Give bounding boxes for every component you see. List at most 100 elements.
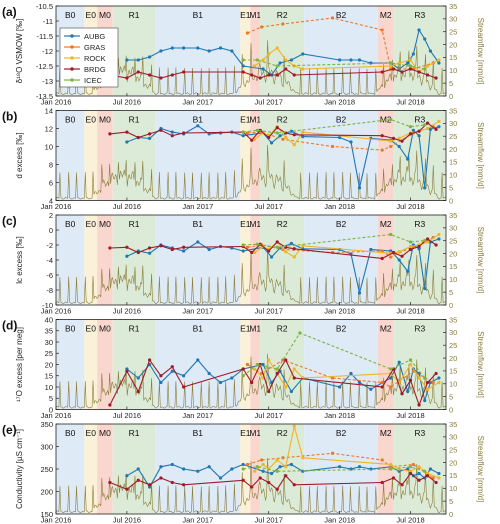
data-point-ROCK: [397, 250, 401, 254]
data-point-AUBG: [196, 46, 200, 50]
x-tick-label: Jul 2016: [113, 411, 141, 420]
data-point-AUBG: [289, 129, 294, 133]
y2-tick-label: 15: [449, 262, 457, 271]
data-point-AUBG: [170, 130, 174, 134]
data-point-ICEC: [275, 367, 279, 371]
data-point-AUBG: [417, 471, 421, 476]
x-tick-label: Jan 2017: [182, 516, 213, 524]
series-line-ICEC: [243, 59, 425, 70]
y2-tick-label: 35: [449, 420, 457, 429]
period-band-E1: [240, 319, 251, 410]
data-point-BRDG: [258, 476, 262, 480]
period-band-E0: [84, 215, 98, 305]
y2-tick-label: 5: [449, 497, 453, 506]
y-tick-label: -12.5: [36, 62, 53, 71]
data-point-ROCK: [437, 380, 441, 385]
y2-tick-label: 20: [449, 354, 457, 363]
y2-tick-label: 30: [449, 224, 457, 233]
data-point-AUBG: [159, 465, 163, 469]
period-band-B0: [56, 424, 85, 514]
y2-tick-label: 0: [449, 510, 453, 519]
data-point-AUBG: [289, 462, 294, 467]
y-tick-label: 300: [40, 442, 53, 451]
data-point-AUBG: [148, 136, 152, 140]
data-point-AUBG: [338, 135, 342, 140]
y2-tick-label: 25: [449, 28, 457, 37]
data-point-AUBG: [148, 485, 152, 489]
data-point-ROCK: [267, 52, 271, 56]
y2-tick-label: 35: [449, 106, 457, 115]
period-label-E1: E1: [240, 324, 251, 334]
data-point-GRAS: [330, 451, 335, 455]
data-point-ICEC: [423, 469, 427, 473]
data-point-AUBG: [417, 28, 421, 32]
data-point-AUBG: [406, 467, 410, 471]
legend-marker-BRDG: [70, 67, 74, 71]
data-point-AUBG: [397, 258, 401, 262]
data-point-AUBG: [411, 128, 415, 132]
data-point-GRAS: [431, 476, 435, 480]
data-point-BRDG: [170, 247, 174, 252]
legend: AUBG GRAS ROCK BRDG ICEC: [59, 27, 119, 88]
data-point-AUBG: [389, 376, 393, 380]
period-band-E0: [84, 319, 98, 410]
data-point-BRDG: [250, 73, 254, 77]
data-point-AUBG: [196, 124, 200, 128]
y2-tick-label: 25: [449, 237, 457, 246]
data-point-ROCK: [437, 232, 441, 237]
data-point-AUBG: [357, 186, 362, 190]
data-point-AUBG: [230, 467, 234, 471]
x-tick-label: Jan 2016: [41, 98, 72, 107]
period-band-R1: [112, 110, 156, 201]
data-point-AUBG: [357, 58, 362, 62]
period-band-M1: [250, 6, 261, 96]
data-point-AUBG: [241, 462, 245, 467]
data-point-AUBG: [218, 476, 223, 480]
data-point-AUBG: [389, 249, 393, 253]
data-point-BRDG: [417, 403, 421, 407]
data-point-AUBG: [357, 291, 362, 295]
data-point-BRDG: [284, 358, 288, 362]
data-point-ICEC: [241, 130, 245, 134]
y-tick-label: 8: [49, 160, 53, 169]
period-band-B0: [56, 319, 85, 410]
y2-axis-label: Streamflow [mm/d]: [476, 436, 485, 503]
period-label-E1: E1: [240, 219, 251, 229]
y-axis-label: d excess [‰]: [15, 132, 24, 178]
y-tick-label: -13: [42, 77, 53, 86]
x-tick-label: Jul 2018: [396, 307, 424, 316]
y-tick-label: -12: [42, 47, 53, 56]
period-band-M2: [377, 215, 394, 305]
period-label-M2: M2: [380, 324, 392, 334]
data-point-BRDG: [136, 135, 140, 140]
y-tick-label: -13.5: [36, 92, 53, 101]
period-label-B1: B1: [193, 219, 204, 229]
y-tick-label: -10.5: [36, 2, 53, 11]
data-point-AUBG: [369, 387, 373, 391]
x-tick-label: Jul 2018: [396, 516, 424, 524]
data-point-BRDG: [125, 245, 129, 249]
data-point-AUBG: [428, 49, 432, 53]
data-point-ROCK: [284, 385, 288, 389]
data-point-GRAS: [330, 376, 335, 380]
data-point-ICEC: [389, 232, 393, 237]
period-band-R3: [393, 110, 446, 201]
data-point-GRAS: [245, 462, 250, 467]
data-point-AUBG: [148, 251, 152, 255]
y-tick-label: 14: [45, 106, 53, 115]
data-point-AUBG: [170, 462, 174, 467]
y2-tick-label: 10: [449, 66, 457, 75]
data-point-ROCK: [275, 458, 279, 462]
data-point-AUBG: [261, 362, 265, 367]
y2-tick-label: 15: [449, 158, 457, 167]
data-point-ROCK: [284, 135, 288, 140]
data-point-ICEC: [241, 467, 245, 471]
series-line-ICEC: [243, 233, 425, 248]
streamflow-line: [55, 40, 447, 96]
x-tick-label: Jul 2017: [255, 516, 283, 524]
period-label-R2: R2: [277, 219, 288, 229]
data-point-AUBG: [406, 157, 410, 161]
data-point-BRDG: [391, 67, 396, 71]
data-point-BRDG: [400, 483, 404, 487]
x-tick-label: Jan 2018: [324, 411, 355, 420]
